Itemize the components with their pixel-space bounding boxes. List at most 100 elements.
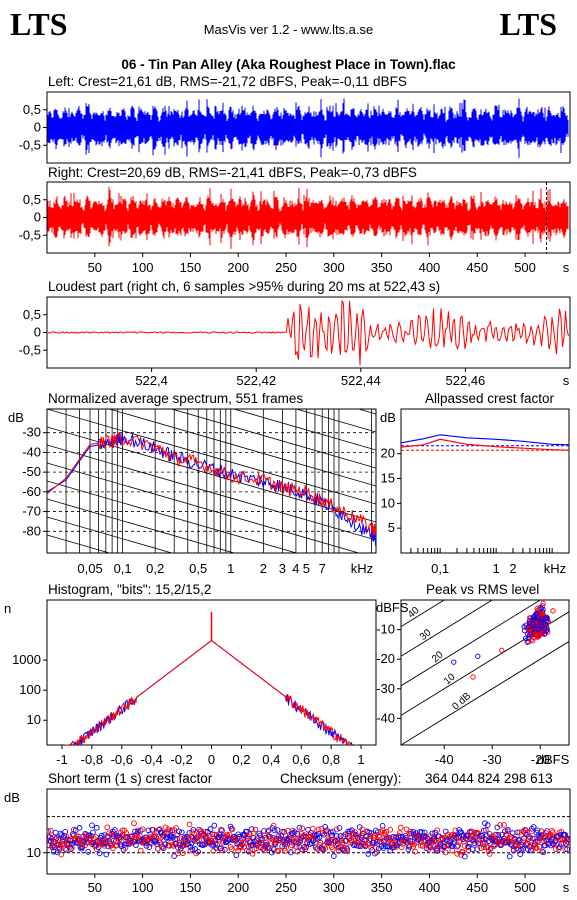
short-term-crest-point xyxy=(303,844,309,851)
allpassed-crest-ytick-label: 10 xyxy=(381,495,395,510)
allpassed-crest-xtick-label: 1 xyxy=(493,561,500,576)
peak-vs-rms-outlier xyxy=(475,653,481,659)
allpassed-crest-ytick-label: 5 xyxy=(388,520,395,535)
short-term-crest-point xyxy=(137,847,144,854)
short-term-crest-point xyxy=(324,827,330,833)
short-term-crest-point xyxy=(214,842,221,848)
short-term-crest-point xyxy=(296,824,303,831)
loudest-part-ytick-label: 0 xyxy=(34,325,41,340)
loudest-part-trace xyxy=(47,300,569,366)
short-term-crest-point xyxy=(279,828,286,835)
spectrum-xtick-label: 0,2 xyxy=(146,561,164,576)
short-term-crest-point xyxy=(143,842,150,849)
short-term-crest-point xyxy=(442,849,449,856)
short-term-crest-point xyxy=(107,841,113,848)
allpassed-crest-title: Allpassed crest factor xyxy=(425,391,555,406)
short-term-crest-point xyxy=(297,838,304,845)
short-term-crest-point xyxy=(78,845,85,852)
spectrum-xtick-label: 5 xyxy=(303,561,310,576)
right-waveform-ytick-label: -0,5 xyxy=(19,227,41,242)
right-waveform-xtick-label: 250 xyxy=(275,260,297,275)
loudest-part-title: Loudest part (right ch, 6 samples >95% d… xyxy=(48,279,441,294)
short-term-crest-point xyxy=(433,846,439,853)
short-term-crest-point xyxy=(405,846,412,853)
spectrum-slope-line xyxy=(232,409,376,451)
peak-vs-rms-outlier xyxy=(470,674,476,680)
short-term-crest-point xyxy=(274,827,281,833)
short-term-crest-point xyxy=(540,849,547,856)
short-term-crest-point xyxy=(453,834,460,841)
peak-vs-rms-ytick-label: -40 xyxy=(376,710,395,725)
short-term-crest-xtick-label: 100 xyxy=(132,880,154,895)
short-term-crest-point xyxy=(321,842,328,849)
short-term-crest-point xyxy=(186,821,193,828)
short-term-crest-point xyxy=(562,846,569,852)
short-term-crest-point xyxy=(274,847,281,854)
short-term-crest-point xyxy=(406,844,413,850)
spectrum-xunit: kHz xyxy=(351,561,373,576)
file-title: 06 - Tin Pan Alley (Aka Roughest Place i… xyxy=(121,57,456,72)
spectrum-slope-line xyxy=(357,409,376,415)
peak-vs-rms-outlier xyxy=(499,647,505,653)
short-term-crest-point xyxy=(506,853,513,860)
peak-vs-rms-frame xyxy=(400,599,570,746)
spectrum-ytick-label: -40 xyxy=(22,444,41,459)
spectrum-ytick-label: -70 xyxy=(22,504,41,519)
histogram-ytick-label: 1000 xyxy=(12,652,41,667)
short-term-crest-point xyxy=(202,834,209,841)
peak-vs-rms-ytick-label: -20 xyxy=(376,651,395,666)
short-term-crest-point xyxy=(58,851,65,858)
peak-vs-rms-xtick-label: -30 xyxy=(483,752,502,767)
short-term-crest-point xyxy=(385,836,392,842)
short-term-crest-point xyxy=(270,846,277,853)
short-term-crest-point xyxy=(218,826,224,833)
peak-vs-rms-crest-label: 0 dB xyxy=(450,691,473,713)
short-term-crest-point xyxy=(362,842,369,848)
short-term-crest-point xyxy=(330,846,336,853)
short-term-crest-xtick-label: 300 xyxy=(323,880,345,895)
short-term-crest-point xyxy=(103,851,110,858)
peak-vs-rms-xtick-label: -40 xyxy=(435,752,454,767)
histogram-xtick-label: 0,2 xyxy=(232,752,250,767)
allpassed-crest-ytick-label: 15 xyxy=(381,471,395,486)
short-term-crest-point xyxy=(564,846,570,852)
short-term-crest-point xyxy=(452,827,459,834)
spectrum-slope-line xyxy=(47,409,376,505)
spectrum-ytick-label: -50 xyxy=(22,464,41,479)
short-term-crest-xtick-label: 150 xyxy=(180,880,202,895)
right-waveform-ytick-label: 0 xyxy=(34,210,41,225)
short-term-crest-point xyxy=(465,843,472,850)
peak-vs-rms-crest-line xyxy=(401,611,569,716)
short-term-crest-point xyxy=(112,827,118,833)
short-term-crest-point xyxy=(367,835,374,842)
allpassed-crest-series-right xyxy=(400,438,570,451)
right-waveform-xtick-label: 500 xyxy=(514,260,536,275)
peak-vs-rms-crest-label: 30 xyxy=(418,627,434,643)
short-term-crest-point xyxy=(417,842,424,849)
short-term-crest-point xyxy=(457,838,463,844)
short-term-crest-point xyxy=(133,842,139,848)
allpassed-crest-xtick-label: 0,1 xyxy=(431,561,449,576)
short-term-crest-point xyxy=(85,849,91,855)
spectrum-xtick-label: 3 xyxy=(279,561,286,576)
peak-vs-rms-xlabel: dBFS xyxy=(537,752,570,767)
short-term-crest-point xyxy=(451,839,458,846)
short-term-crest-point xyxy=(374,829,381,835)
short-term-crest-point xyxy=(61,837,68,844)
short-term-crest-frame xyxy=(46,788,571,875)
loudest-part-xtick-label: 522,44 xyxy=(341,373,381,388)
short-term-crest-point xyxy=(365,851,372,857)
short-term-crest-point xyxy=(454,850,461,857)
peak-vs-rms-point xyxy=(538,621,544,627)
short-term-crest-point xyxy=(176,828,182,835)
short-term-crest-point xyxy=(233,852,240,859)
short-term-crest-point xyxy=(275,848,282,855)
allpassed-crest-ytick-label: 20 xyxy=(381,446,395,461)
histogram-xtick-label: -0,6 xyxy=(111,752,133,767)
peak-vs-rms-ylabel: dBFS xyxy=(376,600,409,615)
spectrum-ytick-label: -60 xyxy=(22,484,41,499)
short-term-crest-point xyxy=(315,826,322,833)
peak-vs-rms-outlier xyxy=(451,659,457,665)
spectrum-slope-line xyxy=(47,444,376,541)
